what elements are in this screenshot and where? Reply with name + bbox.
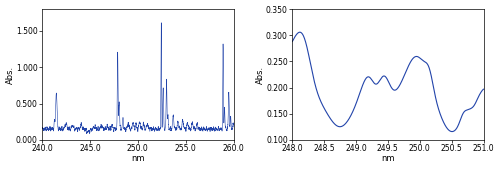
Y-axis label: Abs.: Abs. bbox=[6, 65, 15, 83]
Y-axis label: Abs.: Abs. bbox=[256, 65, 264, 83]
X-axis label: nm: nm bbox=[131, 154, 144, 163]
X-axis label: nm: nm bbox=[381, 154, 394, 163]
